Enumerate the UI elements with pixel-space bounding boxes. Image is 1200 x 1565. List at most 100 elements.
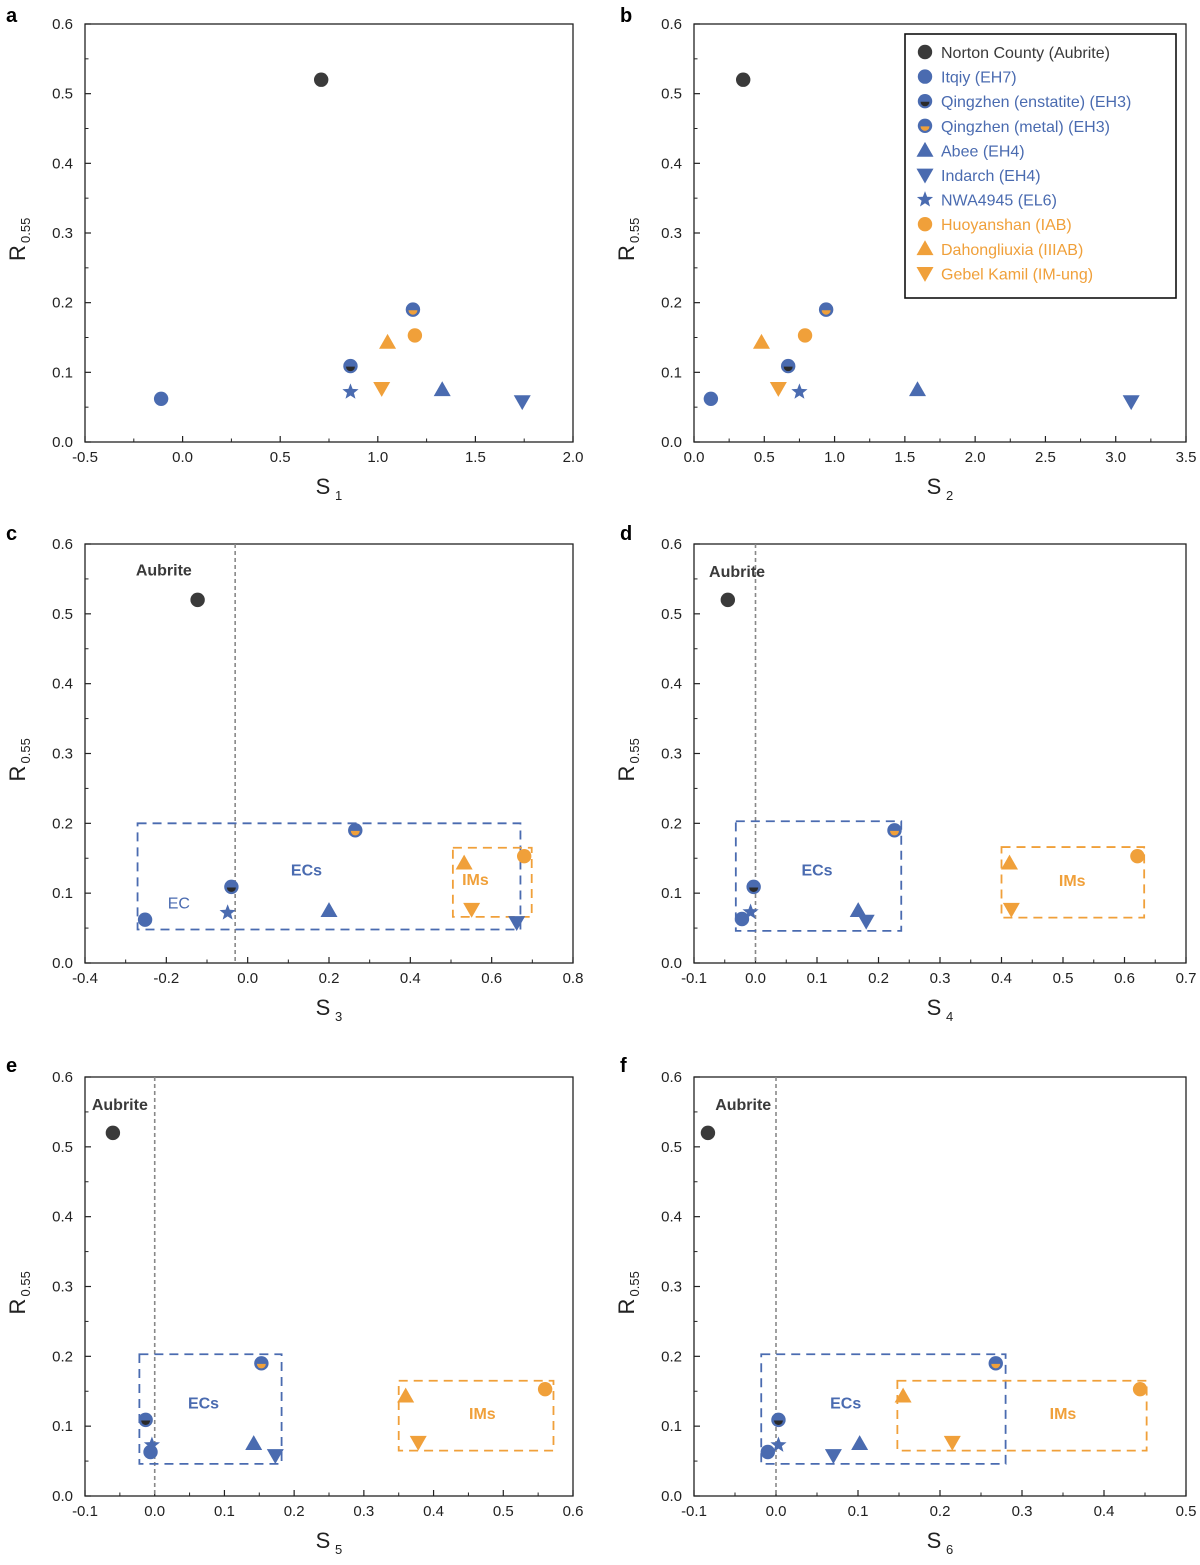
y-tick-label: 0.3	[661, 1279, 682, 1296]
y-tick-label: 0.5	[661, 606, 682, 623]
data-point-abee	[245, 1435, 263, 1450]
x-tick-label: 0.4	[423, 1503, 444, 1520]
x-tick-label: 0.1	[214, 1503, 235, 1520]
x-axis-subscript: 5	[335, 1542, 342, 1557]
y-tick-label: 0.4	[661, 155, 682, 172]
y-axis-subscript: 0.55	[18, 1271, 33, 1296]
y-axis-title-group: R 0.55	[5, 1271, 33, 1314]
y-tick-label: 0.1	[661, 1418, 682, 1435]
panel-letter: d	[620, 523, 632, 545]
x-tick-label: 0.3	[1012, 1503, 1033, 1520]
x-tick-label: 0.1	[848, 1503, 869, 1520]
y-axis-title: R	[5, 1299, 30, 1315]
x-tick-label: -0.5	[72, 449, 98, 466]
x-tick-label: 2.5	[1035, 449, 1056, 466]
data-point-qz_metal	[988, 1356, 1003, 1371]
x-tick-label: -0.2	[153, 970, 179, 987]
y-axis-subscript: 0.55	[627, 1271, 642, 1296]
plot-frame	[693, 543, 1187, 964]
group-box-ims	[1000, 846, 1146, 919]
x-tick-label: 0.2	[319, 970, 340, 987]
data-point-gebel	[1002, 902, 1020, 918]
legend-label: NWA4945 (EL6)	[941, 193, 1057, 210]
x-tick-label: 3.5	[1176, 449, 1197, 466]
x-tick-label: 0.2	[868, 970, 889, 987]
x-tick-label: 0.6	[563, 1503, 584, 1520]
legend-frame	[904, 33, 1177, 299]
data-point-qz_metal-half	[821, 310, 831, 315]
data-point-qz_metal	[348, 823, 363, 838]
y-axis-title-group: R 0.55	[614, 1271, 642, 1314]
data-point-qz_enst	[746, 879, 761, 895]
y-tick-label: 0.5	[52, 606, 73, 623]
y-tick-label: 0.0	[52, 955, 73, 972]
y-axis-title: R	[5, 245, 30, 261]
plot-frame	[84, 23, 574, 443]
data-point-norton	[105, 1125, 121, 1141]
x-axis-title: S	[316, 474, 331, 499]
y-tick-label: 0.5	[661, 1139, 682, 1156]
y-tick-label: 0.6	[661, 536, 682, 553]
data-point-qz_metal-body	[887, 823, 902, 838]
x-tick-label: 0.4	[400, 970, 421, 987]
panel-a: a-0.5 0.0 0.5 1.0 1.5 2.00.00.10.20.30.40.50.…	[5, 5, 583, 503]
data-point-gebel	[373, 381, 391, 397]
annotation-ecs: ECs	[291, 863, 322, 880]
x-tick-label: 0.4	[1094, 1503, 1115, 1520]
data-point-legend-dahong	[916, 240, 934, 256]
x-tick-label: 1.0	[367, 449, 388, 466]
y-tick-label: 0.4	[52, 155, 73, 172]
x-tick-label: 0.2	[930, 1503, 951, 1520]
data-point-qz_enst	[343, 358, 358, 374]
annotation-aubrite: Aubrite	[136, 562, 192, 579]
data-point-qz_metal-body	[254, 1356, 269, 1371]
data-point-dahong	[397, 1387, 415, 1403]
data-point-huoyan	[1130, 848, 1145, 864]
data-point-huoyan	[407, 328, 423, 343]
data-point-qz_metal-body	[348, 823, 363, 838]
x-axis-title: S	[927, 1528, 942, 1553]
y-tick-label: 0.5	[52, 86, 73, 103]
plot-frame	[693, 1076, 1187, 1497]
y-axis-title: R	[5, 766, 30, 782]
annotation-ecs: ECs	[830, 1396, 861, 1413]
data-point-gebel	[463, 902, 481, 918]
x-tick-label: 0.1	[807, 970, 828, 987]
y-tick-label: 0.3	[52, 746, 73, 763]
data-point-legend-qz_metal	[917, 118, 933, 133]
data-point-abee	[849, 902, 867, 917]
x-tick-label: 0.0	[684, 449, 705, 466]
data-point-qz_metal-body	[818, 302, 834, 317]
data-point-qz_metal-half	[890, 830, 899, 836]
legend-label: Gebel Kamil (IM-ung)	[941, 266, 1093, 283]
x-tick-label: -0.4	[72, 970, 98, 987]
data-point-indarch	[857, 914, 875, 930]
x-tick-label: 3.0	[1105, 449, 1126, 466]
x-tick-label: 0.5	[754, 449, 775, 466]
legend-label: Qingzhen (enstatite) (EH3)	[941, 94, 1131, 111]
x-axis-title: S	[927, 995, 942, 1020]
data-point-dahong	[894, 1387, 912, 1403]
x-tick-label: 0.5	[1176, 1503, 1197, 1520]
annotation-ims: IMs	[469, 1406, 496, 1423]
data-point-gebel	[409, 1435, 427, 1451]
y-tick-label: 0.3	[52, 1279, 73, 1296]
data-point-qz_enst-body	[746, 879, 761, 895]
data-point-qz_enst-half	[773, 1420, 783, 1425]
x-tick-label: 0.5	[270, 449, 291, 466]
panel-letter: f	[620, 1055, 627, 1077]
data-point-qz_metal-body	[988, 1356, 1003, 1371]
data-point-nwa	[219, 904, 236, 920]
y-tick-label: 0.1	[52, 364, 73, 381]
data-point-legend-indarch	[916, 168, 934, 184]
data-point-itqiy	[703, 391, 719, 407]
data-point-nwa	[342, 383, 359, 399]
annotation-aubrite: Aubrite	[92, 1097, 148, 1114]
x-axis-title: S	[927, 474, 942, 499]
data-point-qz_enst-half	[141, 1420, 151, 1425]
data-point-qz_metal-half	[256, 1363, 266, 1369]
data-point-qz_enst-body	[343, 358, 358, 374]
x-tick-label: 0.3	[353, 1503, 374, 1520]
y-axis-title: R	[614, 1299, 639, 1315]
group-box-ecs	[138, 1353, 283, 1465]
